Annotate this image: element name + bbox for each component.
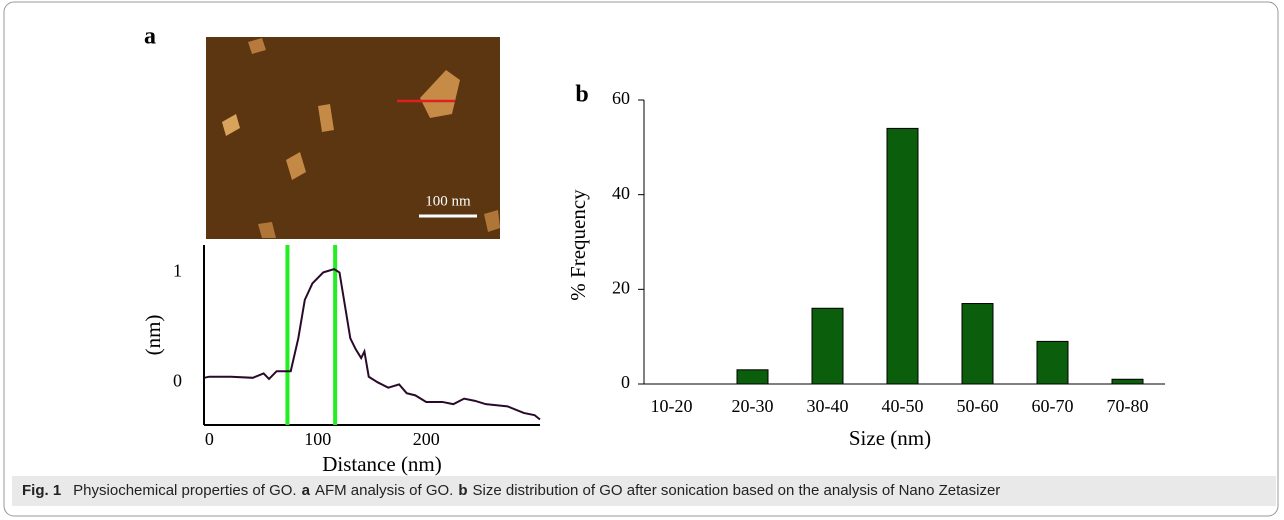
panel-label: b [575,82,588,108]
x-tick-label: 20-30 [732,396,774,416]
y-tick-label: 40 [612,183,630,203]
x-tick-label: 30-40 [807,396,849,416]
x-tick-label: 50-60 [957,396,999,416]
afm-image: 100 nm [206,37,500,239]
x-axis-label: Size (nm) [849,426,931,450]
y-tick-label: 60 [612,88,630,108]
x-tick-label: 0 [205,429,214,449]
bar [811,307,844,385]
y-tick-label: 0 [173,370,182,390]
bar [736,369,769,385]
x-axis-label: Distance (nm) [322,452,442,476]
x-tick-label: 200 [413,429,440,449]
x-tick-label: 100 [304,429,331,449]
y-tick-label: 1 [173,261,182,281]
caption-segment: b [458,482,468,499]
profile-line [203,268,541,421]
frame [3,1,1279,517]
y-axis-label: (nm) [141,315,165,356]
caption-segment: Physiochemical properties of GO. [73,482,297,499]
caption-segment: AFM analysis of GO. [314,482,454,499]
bar [961,303,994,385]
y-tick-label: 20 [612,277,630,297]
x-tick-label: 70-80 [1107,396,1149,416]
bar [1111,378,1144,385]
y-axis-label: % Frequency [566,189,590,301]
caption-segment: Fig. 1 [22,482,62,499]
x-tick-label: 60-70 [1032,396,1074,416]
caption: Fig. 1 Physiochemical properties of GO. a A… [12,476,1276,506]
caption-segment: a [301,482,310,499]
bar [1036,340,1069,385]
x-tick-label: 40-50 [882,396,924,416]
scale-bar-label: 100 nm [425,193,471,209]
y-tick-label: 0 [621,372,630,392]
panel-label: a [144,24,156,50]
bar [886,127,919,385]
caption-segment: Size distribution of GO after sonication… [472,482,1001,499]
x-tick-label: 10-20 [651,396,693,416]
